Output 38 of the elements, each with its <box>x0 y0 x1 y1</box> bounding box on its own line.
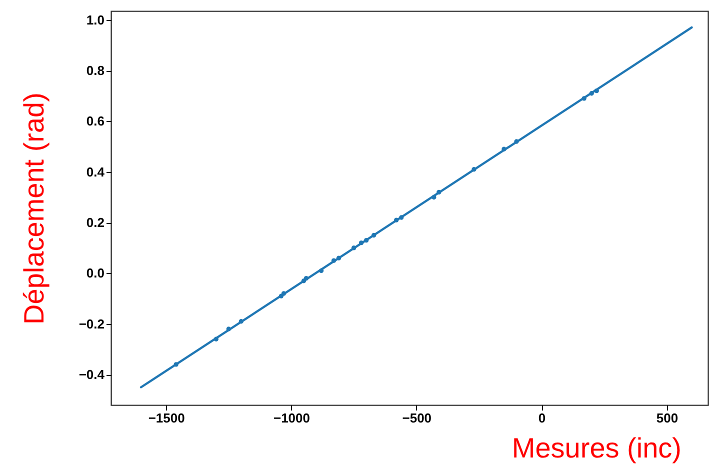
point <box>351 246 356 250</box>
point <box>336 256 342 260</box>
point <box>432 194 436 200</box>
point <box>502 146 506 152</box>
point <box>304 276 309 281</box>
x-tick-label: −1000 <box>273 410 310 426</box>
point <box>514 139 519 144</box>
point <box>436 190 442 195</box>
point <box>281 291 286 296</box>
point <box>238 319 244 324</box>
point <box>214 336 218 342</box>
x-tick-label: −500 <box>402 410 432 426</box>
point <box>358 240 364 246</box>
x-tick-label: 0 <box>538 410 546 426</box>
y-tick-label: −0.2 <box>78 316 104 332</box>
y-tick-label: 1.0 <box>86 12 104 28</box>
x-tick-label: 500 <box>656 410 678 426</box>
point <box>174 362 178 367</box>
point <box>589 91 594 96</box>
y-tick-label: 0.2 <box>86 215 104 230</box>
y-tick-label: 0.0 <box>86 266 104 281</box>
point <box>364 238 369 243</box>
x-tick-label: −1500 <box>148 410 185 426</box>
x-axis-title: Mesures (inc) <box>512 432 682 464</box>
point <box>371 232 376 238</box>
y-tick-label: 0.8 <box>86 63 104 78</box>
point <box>472 167 476 172</box>
point <box>394 218 399 222</box>
y-tick-label: 0.4 <box>86 164 106 180</box>
point <box>594 88 599 94</box>
point <box>331 258 336 263</box>
point <box>399 215 404 220</box>
point <box>582 96 586 101</box>
y-tick-label: 0.6 <box>86 114 104 129</box>
y-axis-title: Déplacement (rad) <box>18 92 50 324</box>
point <box>226 326 231 332</box>
point <box>318 268 324 274</box>
y-tick-label: −0.4 <box>78 367 106 382</box>
